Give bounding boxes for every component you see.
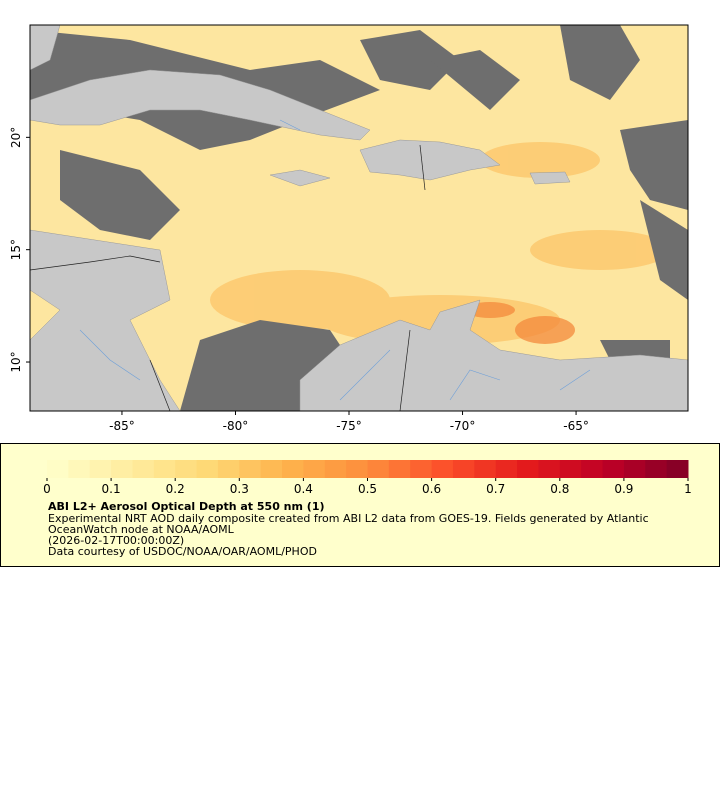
colorbar-tick-label: 0.2 (166, 482, 185, 496)
colorbar-swatch (303, 460, 326, 478)
map-image (30, 25, 688, 411)
colorbar-swatch (89, 460, 112, 478)
colorbar-tick-label: 0.7 (486, 482, 505, 496)
colorbar-swatch (645, 460, 668, 478)
colorbar-swatch (452, 460, 475, 478)
colorbar-tick-label: 0.4 (294, 482, 313, 496)
colorbar-swatch (474, 460, 497, 478)
x-tick-label: -80° (223, 419, 249, 433)
colorbar-tick-label: 0 (43, 482, 51, 496)
colorbar-swatch (239, 460, 262, 478)
x-tick-label: -65° (563, 419, 589, 433)
colorbar-tick-label: 1 (684, 482, 692, 496)
colorbar-swatch (623, 460, 646, 478)
y-tick-label: 15° (9, 239, 23, 260)
colorbar-tick-label: 0.8 (550, 482, 569, 496)
caption-title: ABI L2+ Aerosol Optical Depth at 550 nm … (48, 500, 325, 513)
x-tick-label: -85° (109, 419, 135, 433)
colorbar-swatch (324, 460, 347, 478)
y-tick-label: 20° (9, 127, 23, 148)
colorbar-swatch (47, 460, 69, 478)
colorbar-tick-label: 0.9 (614, 482, 633, 496)
colorbar-swatch (666, 460, 689, 478)
colorbar-swatch (260, 460, 283, 478)
colorbar-swatch (367, 460, 390, 478)
caption-line: OceanWatch node at NOAA/AOML (48, 523, 235, 536)
axes: -85° -80° -75° -70° -65° 10° 15° 20° (9, 127, 589, 433)
colorbar-tick-label: 0.1 (102, 482, 121, 496)
colorbar-swatch (581, 460, 604, 478)
colorbar-swatch (388, 460, 411, 478)
colorbar: 0 0.1 0.2 0.3 0.4 0.5 0.6 0.7 0.8 0.9 1 (43, 460, 692, 496)
colorbar-swatch (111, 460, 133, 478)
colorbar-swatch (282, 460, 304, 478)
colorbar-swatch (495, 460, 518, 478)
colorbar-swatch (175, 460, 198, 478)
x-tick-label: -70° (450, 419, 476, 433)
colorbar-swatch (602, 460, 625, 478)
colorbar-swatch (68, 460, 91, 478)
y-tick-label: 10° (9, 351, 23, 372)
colorbar-tick-label: 0.6 (422, 482, 441, 496)
caption-line: (2026-02-17T00:00:00Z) (48, 534, 184, 547)
colorbar-swatch (538, 460, 561, 478)
colorbar-swatch (346, 460, 368, 478)
colorbar-swatch (431, 460, 454, 478)
colorbar-swatch (196, 460, 219, 478)
caption-line: Experimental NRT AOD daily composite cre… (48, 512, 649, 525)
colorbar-swatch (410, 460, 433, 478)
x-tick-label: -75° (336, 419, 362, 433)
colorbar-swatch (153, 460, 176, 478)
colorbar-tick-label: 0.3 (230, 482, 249, 496)
colorbar-swatch (517, 460, 539, 478)
colorbar-swatch (217, 460, 240, 478)
colorbar-tick-label: 0.5 (358, 482, 377, 496)
map-frame (29, 24, 689, 412)
caption-line: Data courtesy of USDOC/NOAA/OAR/AOML/PHO… (48, 545, 317, 558)
colorbar-swatch (132, 460, 155, 478)
colorbar-swatch (559, 460, 582, 478)
